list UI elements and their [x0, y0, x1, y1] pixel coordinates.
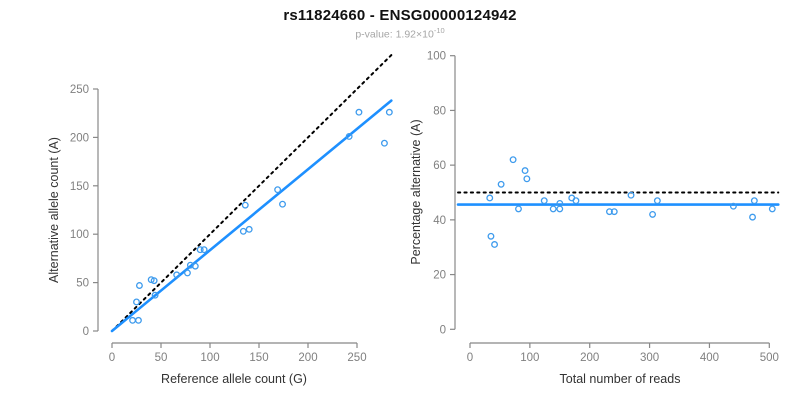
data-point	[509, 156, 517, 164]
data-point	[653, 197, 661, 205]
data-point	[491, 241, 498, 248]
y-tick-label: 60	[433, 160, 446, 172]
x-axis-title: Total number of reads	[560, 372, 681, 386]
x-tick-label: 250	[347, 352, 366, 364]
chart-title: rs11824660 - ENSG00000124942	[283, 7, 517, 24]
y-tick-label: 150	[70, 181, 89, 193]
y-tick-label: 50	[76, 278, 89, 290]
data-point	[150, 277, 158, 285]
data-point	[486, 194, 494, 202]
data-point	[768, 205, 776, 213]
data-point	[606, 208, 613, 216]
y-axis-title: Percentage alternative (A)	[409, 119, 423, 264]
chart-subtitle: p-value: 1.92×10-10	[0, 26, 800, 41]
data-point	[133, 298, 140, 306]
data-point	[345, 132, 353, 140]
y-tick-label: 0	[83, 326, 89, 338]
data-point	[239, 227, 247, 235]
data-point	[610, 208, 618, 216]
data-point	[135, 316, 142, 324]
data-point	[147, 276, 155, 284]
y-tick-label: 0	[440, 324, 446, 336]
x-tick-label: 100	[520, 352, 539, 364]
y-tick-label: 250	[70, 84, 89, 96]
regression-line	[110, 99, 393, 333]
y-axis-title: Alternative allele count (A)	[47, 137, 61, 283]
y-tick-label: 100	[70, 229, 89, 241]
data-point	[729, 202, 737, 210]
y-tick-label: 100	[427, 51, 446, 63]
x-tick-label: 150	[249, 352, 268, 364]
data-point	[385, 108, 393, 116]
x-tick-label: 200	[298, 352, 317, 364]
x-tick-label: 0	[109, 352, 115, 364]
data-point	[380, 139, 388, 147]
data-point	[572, 197, 580, 205]
y-tick-label: 80	[433, 105, 446, 117]
x-tick-label: 50	[155, 352, 168, 364]
x-tick-label: 400	[700, 352, 719, 364]
data-point	[135, 282, 143, 289]
data-point	[649, 210, 657, 218]
data-point	[355, 108, 363, 116]
data-point	[627, 191, 635, 199]
data-point	[497, 180, 505, 188]
data-point	[750, 197, 758, 205]
x-tick-label: 100	[200, 352, 219, 364]
data-point	[279, 200, 286, 208]
x-axis-title: Reference allele count (G)	[161, 372, 307, 386]
data-point	[200, 246, 208, 254]
data-point	[241, 201, 249, 209]
data-point	[173, 271, 181, 279]
data-point	[129, 316, 137, 324]
p-value-text: p-value: 1.92×10	[355, 28, 434, 41]
x-tick-label: 500	[760, 352, 779, 364]
data-point	[151, 291, 159, 299]
data-point	[749, 213, 756, 221]
data-point	[245, 225, 253, 233]
x-tick-label: 300	[640, 352, 659, 364]
data-point	[184, 269, 191, 277]
data-point	[521, 167, 529, 175]
data-point	[191, 262, 199, 270]
data-point	[540, 197, 548, 205]
data-point	[556, 205, 564, 213]
data-point	[549, 205, 557, 213]
y-tick-label: 20	[433, 270, 446, 282]
left-scatter-panel: 0 50 100 150 200 250 0 50 100 150 200 250 Reference …	[47, 54, 393, 386]
identity-line	[111, 54, 393, 332]
y-tick-label: 40	[433, 215, 446, 227]
data-point	[196, 246, 204, 254]
data-point	[523, 175, 531, 183]
data-point	[515, 205, 522, 213]
right-scatter-panel: 0 100 200 300 400 500 0 20 40 60 80 100 Total number…	[409, 51, 780, 386]
y-tick-label: 200	[70, 132, 89, 144]
data-point	[274, 186, 282, 194]
p-value-exponent: -10	[433, 26, 445, 35]
x-tick-label: 200	[580, 352, 599, 364]
data-point	[487, 232, 495, 240]
x-tick-label: 0	[467, 352, 473, 364]
